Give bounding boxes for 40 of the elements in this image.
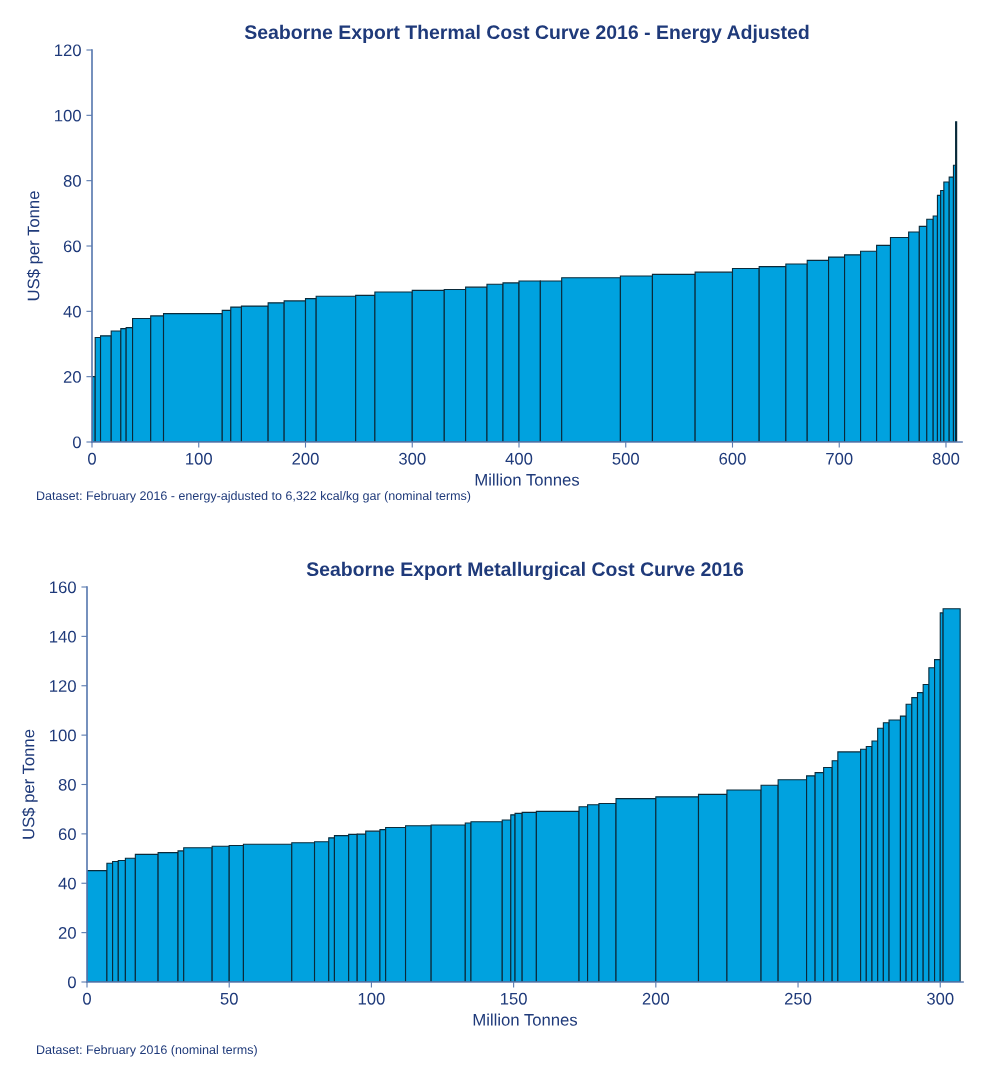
x-tick-label: 700 [826, 452, 853, 465]
y-tick-label: 20 [63, 371, 81, 383]
y-tick-label: 140 [50, 630, 76, 643]
x-tick-label: 800 [932, 452, 960, 465]
x-tick-label: 100 [358, 992, 385, 1005]
x-tick-label: 200 [642, 992, 670, 1005]
y-axis-title: US$ per Tonne [21, 729, 38, 839]
y-tick-label: 20 [58, 927, 76, 939]
x-tick-label: 300 [398, 452, 426, 465]
x-tick-label: 50 [220, 992, 238, 1005]
y-tick-label: 120 [55, 44, 81, 57]
y-tick-label: 120 [50, 680, 76, 692]
text: Dataset: February 2016 (nominal terms) [37, 1044, 257, 1057]
x-tick-label: 300 [926, 992, 954, 1005]
y-tick-label: 60 [63, 240, 81, 253]
x-tick-label: 0 [83, 992, 91, 1005]
x-tick-label: 0 [88, 452, 96, 465]
x-tick-label: 200 [292, 452, 319, 465]
y-tick-label: 60 [58, 828, 76, 841]
x-tick-label: 400 [505, 452, 533, 465]
x-axis-title: Million Tonnes [475, 473, 580, 486]
y-tick-label: 80 [63, 175, 81, 187]
y-tick-label: 0 [72, 436, 81, 449]
x-tick-label: 500 [612, 452, 639, 465]
y-tick-label: 100 [55, 109, 81, 122]
text: Dataset: February 2016 - energy-ajdusted to 6,322 kcal/kg gar (nominal terms) [37, 490, 471, 503]
x-axis-title: Million Tonnes [473, 1013, 578, 1026]
chart-title: Seaborne Export Metallurgical Cost Curve 2016 [306, 561, 744, 581]
y-axis-title: US$ per Tonne [26, 191, 43, 301]
y-tick-label: 40 [63, 305, 81, 318]
x-tick-label: 250 [784, 992, 812, 1005]
y-tick-label: 160 [50, 581, 76, 594]
chart-title: Seaborne Export Thermal Cost Curve 2016 - Energy Adjusted [244, 24, 809, 44]
x-tick-label: 150 [500, 992, 527, 1005]
x-tick-label: 100 [186, 452, 212, 465]
y-tick-label: 80 [58, 778, 76, 791]
y-tick-label: 100 [50, 729, 76, 742]
x-tick-label: 600 [719, 452, 746, 465]
y-tick-label: 40 [58, 877, 76, 890]
y-tick-label: 0 [67, 976, 76, 989]
